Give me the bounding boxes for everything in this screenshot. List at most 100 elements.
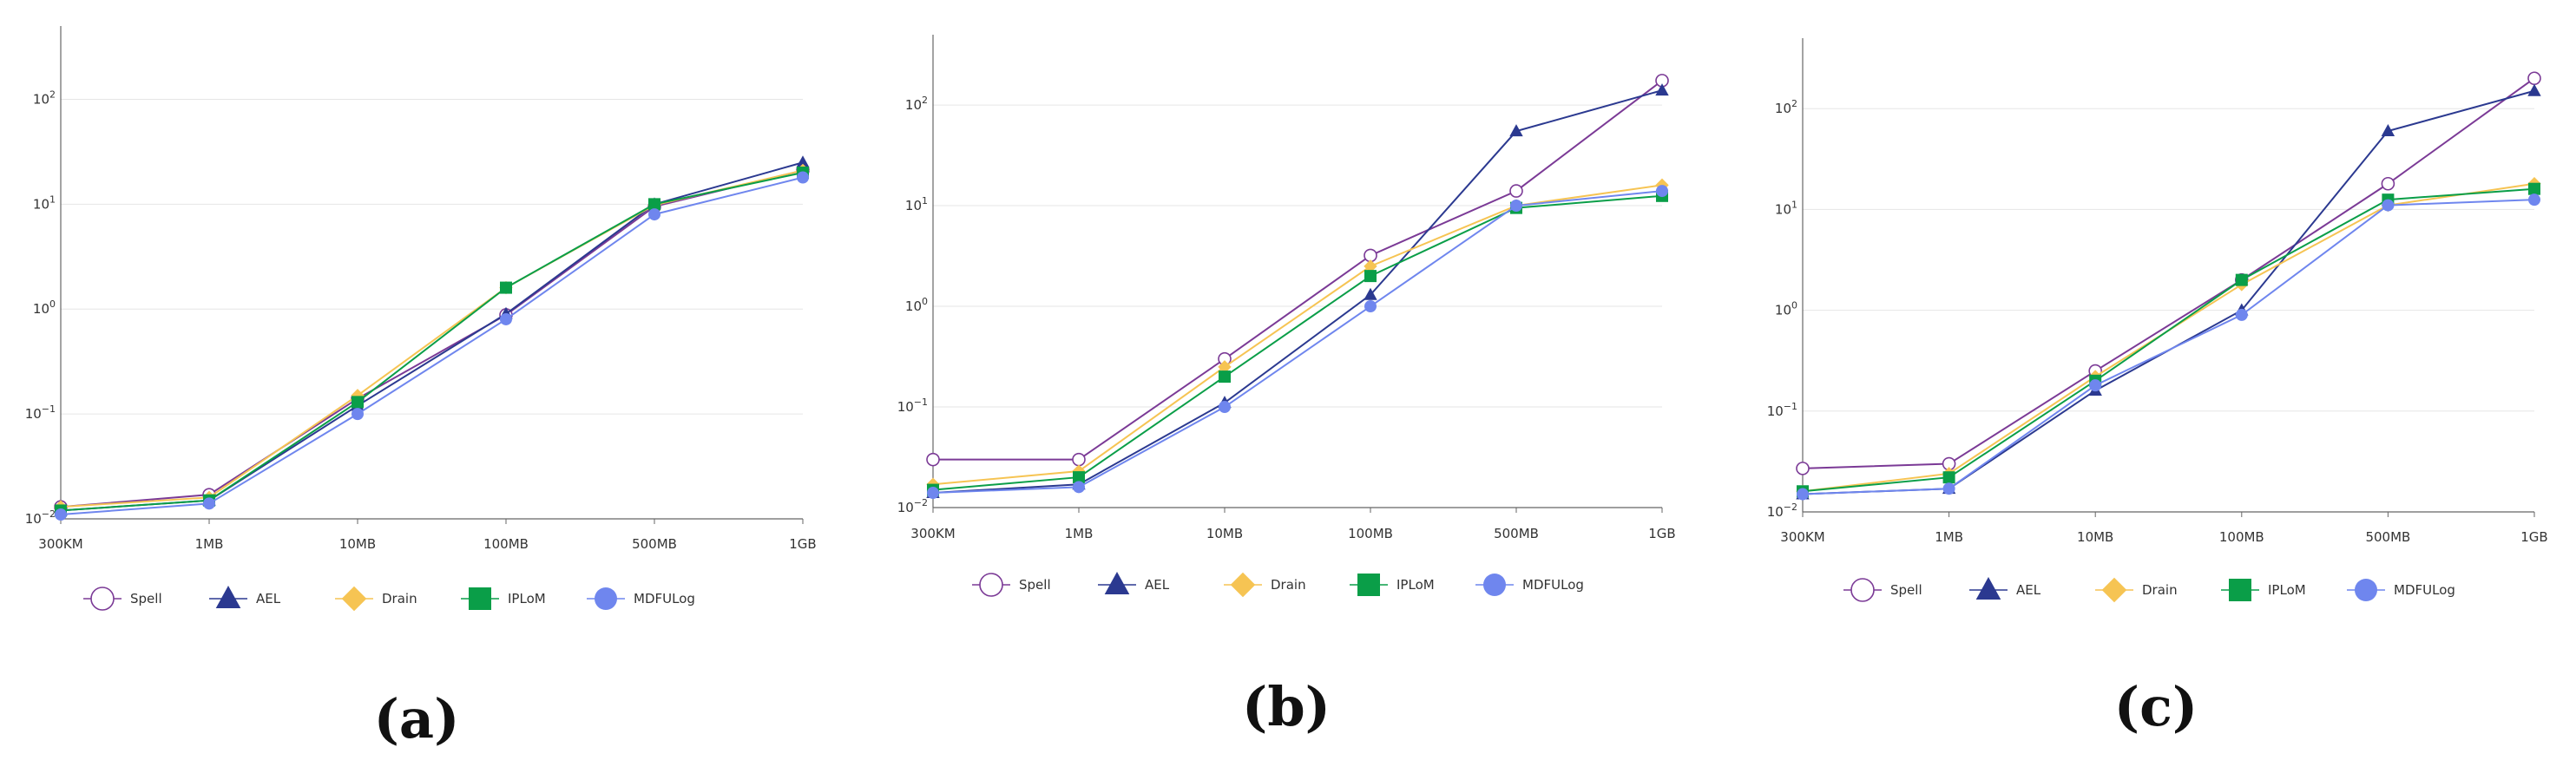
x-tick-label: 300KM bbox=[38, 536, 82, 552]
data-point-spell bbox=[1796, 462, 1810, 475]
data-point-iplom bbox=[2528, 182, 2540, 195]
legend-label-drain: Drain bbox=[2142, 582, 2178, 598]
legend-label-ael: AEL bbox=[1145, 577, 1170, 593]
data-point-ael bbox=[1509, 124, 1523, 137]
data-point-mdfulog bbox=[1656, 185, 1668, 198]
x-tick-label: 1MB bbox=[195, 536, 224, 552]
data-point-mdfulog bbox=[1797, 488, 1809, 501]
data-point-iplom bbox=[1219, 370, 1231, 384]
x-tick-label: 500MB bbox=[632, 536, 677, 552]
y-tick-label: 102 bbox=[1775, 98, 1797, 116]
legend-label-spell: Spell bbox=[1890, 582, 1922, 598]
legend-marker-iplom bbox=[469, 587, 491, 610]
legend-label-mdfulog: MDFULog bbox=[1522, 577, 1584, 593]
x-tick-label: 1GB bbox=[1648, 526, 1675, 541]
y-tick-label: 100 bbox=[1775, 300, 1797, 318]
legend-marker-drain bbox=[341, 586, 367, 612]
x-tick-label: 10MB bbox=[2077, 529, 2113, 545]
series-line-spell bbox=[933, 80, 1663, 461]
data-point-spell bbox=[1509, 184, 1523, 198]
legend-label-drain: Drain bbox=[382, 591, 417, 606]
data-point-mdfulog bbox=[1364, 300, 1377, 313]
data-point-mdfulog bbox=[1073, 481, 1085, 494]
y-tick-label: 100 bbox=[33, 298, 56, 317]
legend-label-iplom: IPLoM bbox=[1396, 577, 1435, 593]
legend-label-spell: Spell bbox=[130, 591, 162, 606]
legend-marker-mdfulog bbox=[1483, 574, 1506, 596]
chart-panel-1: 10−2 10−1 100 101 102 300KM 1MB 10MB 100MB 500MB 1… bbox=[25, 26, 817, 751]
series-line-spell bbox=[60, 169, 804, 508]
data-point-iplom bbox=[1364, 270, 1377, 283]
legend-label-drain: Drain bbox=[1271, 577, 1306, 593]
legend-label-ael: AEL bbox=[2016, 582, 2041, 598]
data-point-ael bbox=[796, 155, 810, 168]
series-line-drain bbox=[1802, 182, 2535, 493]
data-point-spell bbox=[926, 452, 940, 467]
legend-label-ael: AEL bbox=[256, 591, 281, 606]
data-point-mdfulog bbox=[1942, 482, 1955, 495]
legend-marker-mdfulog bbox=[2355, 579, 2377, 601]
legend-marker-spell bbox=[90, 587, 115, 611]
legend-label-mdfulog: MDFULog bbox=[2394, 582, 2455, 598]
x-tick-label: 10MB bbox=[339, 536, 376, 552]
data-point-mdfulog bbox=[500, 312, 512, 325]
x-tick-label: 300KM bbox=[910, 526, 955, 541]
data-point-mdfulog bbox=[55, 508, 67, 521]
series-line-drain bbox=[60, 169, 804, 508]
data-point-spell bbox=[1072, 452, 1086, 467]
chart-panel-2: 10−2 10−1 100 101 102 300KM 1MB 10MB 100MB 500MB 1… bbox=[897, 35, 1676, 738]
data-point-mdfulog bbox=[1219, 401, 1231, 414]
y-tick-label: 10−1 bbox=[897, 397, 928, 415]
data-point-mdfulog bbox=[203, 497, 215, 510]
y-tick-label: 10−2 bbox=[1767, 502, 1797, 520]
x-tick-label: 100MB bbox=[2219, 529, 2264, 545]
data-point-spell bbox=[2527, 71, 2541, 86]
legend-label-iplom: IPLoM bbox=[508, 591, 546, 606]
data-point-mdfulog bbox=[352, 408, 364, 421]
data-point-iplom bbox=[500, 281, 512, 294]
y-tick-label: 100 bbox=[905, 296, 928, 314]
y-tick-label: 10−1 bbox=[25, 403, 56, 422]
legend-label-iplom: IPLoM bbox=[2268, 582, 2306, 598]
series-line-drain bbox=[932, 184, 1663, 486]
series-line-mdfulog bbox=[60, 176, 804, 515]
y-tick-label: 102 bbox=[905, 95, 928, 113]
legend-label-mdfulog: MDFULog bbox=[634, 591, 695, 606]
data-point-mdfulog bbox=[2089, 379, 2102, 392]
x-tick-label: 100MB bbox=[1348, 526, 1393, 541]
data-point-spell bbox=[2381, 176, 2395, 191]
x-tick-label: 10MB bbox=[1206, 526, 1243, 541]
y-tick-label: 10−1 bbox=[1767, 401, 1797, 419]
data-point-ael bbox=[1655, 83, 1669, 96]
y-tick-label: 101 bbox=[905, 195, 928, 213]
panel-label: (c) bbox=[2114, 675, 2198, 738]
data-point-drain bbox=[1218, 360, 1232, 374]
x-tick-label: 300KM bbox=[1780, 529, 1824, 545]
series-line-mdfulog bbox=[932, 190, 1663, 495]
data-point-mdfulog bbox=[648, 208, 660, 221]
legend-marker-ael bbox=[1975, 577, 2001, 600]
series-line-iplom bbox=[932, 194, 1663, 491]
data-point-ael bbox=[2527, 83, 2541, 96]
legend-marker-iplom bbox=[1357, 574, 1380, 596]
x-tick-label: 1GB bbox=[2520, 529, 2547, 545]
data-point-ael bbox=[1364, 287, 1377, 300]
legend-marker-mdfulog bbox=[595, 587, 617, 610]
y-tick-label: 10−2 bbox=[897, 497, 928, 515]
data-point-iplom bbox=[648, 198, 660, 211]
legend-marker-ael bbox=[1104, 572, 1130, 595]
x-tick-label: 1GB bbox=[789, 536, 816, 552]
data-point-drain bbox=[1364, 259, 1377, 273]
x-tick-label: 1MB bbox=[1935, 529, 1963, 545]
data-point-iplom bbox=[2235, 273, 2248, 286]
x-tick-label: 100MB bbox=[483, 536, 529, 552]
y-tick-label: 101 bbox=[33, 193, 56, 212]
data-point-mdfulog bbox=[927, 487, 939, 500]
x-tick-label: 500MB bbox=[1494, 526, 1539, 541]
series-line-mdfulog bbox=[1802, 199, 2535, 495]
x-tick-label: 1MB bbox=[1065, 526, 1094, 541]
panel-label: (a) bbox=[374, 687, 460, 751]
data-point-iplom bbox=[1073, 471, 1085, 484]
y-tick-label: 102 bbox=[33, 88, 56, 107]
